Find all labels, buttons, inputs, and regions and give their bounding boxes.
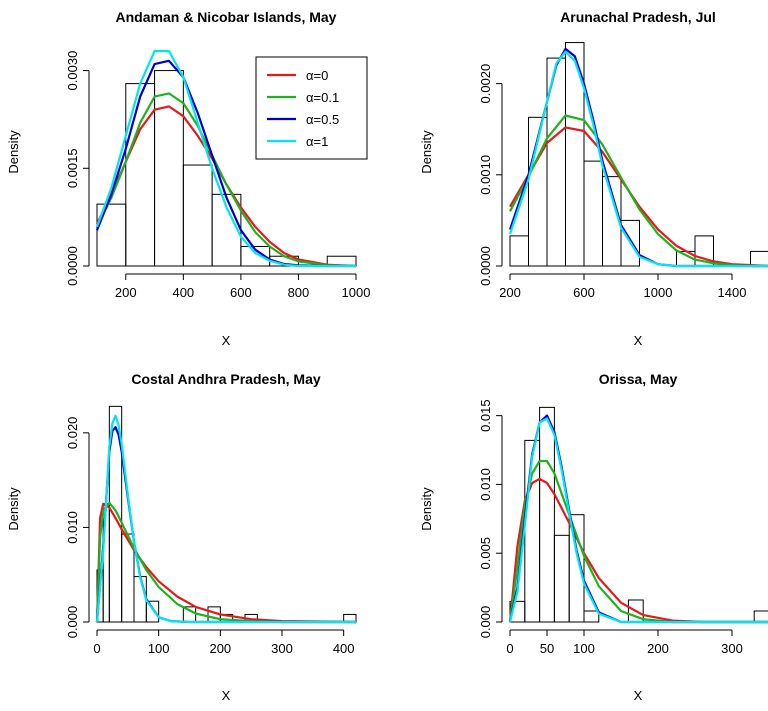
density-curve-2: [95, 501, 356, 624]
x-tick-label: 50: [540, 641, 554, 656]
y-tick-label: 0.010: [65, 511, 80, 544]
legend-label: α=1: [306, 134, 328, 149]
histogram-bar: [565, 42, 585, 267]
x-tick-label: 1000: [342, 285, 371, 300]
y-axis-label: Density: [419, 487, 434, 531]
histogram-bar: [753, 610, 768, 623]
y-axis: 0.0000 0.0010 0.0020: [478, 64, 503, 286]
y-tick-label: 0.020: [65, 417, 80, 450]
y-tick-label: 0.0000: [65, 246, 80, 286]
density-curve-2: [509, 114, 768, 268]
histogram-bar: [583, 610, 600, 623]
histogram-bar: [125, 83, 156, 267]
histogram-bar: [620, 219, 640, 267]
y-tick-label: 0.015: [478, 399, 493, 432]
density-curve-4: [95, 49, 356, 268]
panel-1: Andaman & Nicobar Islands, May Density X 20…: [6, 9, 370, 348]
x-tick-label: 100: [573, 641, 595, 656]
y-axis: 0.0000 0.0015 0.0030: [65, 51, 90, 286]
y-tick-label: 0.000: [65, 606, 80, 639]
histogram-bar: [133, 576, 147, 623]
x-tick-label: 800: [288, 285, 310, 300]
x-axis-label: X: [222, 688, 231, 703]
panel-title: Costal Andhra Pradesh, May: [131, 371, 321, 387]
density-curve-3: [508, 414, 768, 624]
histogram-bar: [583, 160, 603, 267]
histogram-bar: [182, 164, 213, 267]
y-tick-label: 0.000: [478, 606, 493, 639]
x-axis: 0 50 100 200 300: [506, 629, 743, 656]
x-tick-label: 200: [209, 641, 231, 656]
x-axis: 200 600 1000 1400: [499, 273, 747, 300]
histogram-bar: [539, 406, 555, 623]
x-tick-label: 400: [333, 641, 355, 656]
x-tick-label: 200: [647, 641, 669, 656]
y-axis-label: Density: [6, 130, 21, 174]
y-axis-label: Density: [419, 130, 434, 174]
x-axis: 0 100 200 300 400: [93, 629, 355, 656]
x-tick-label: 300: [721, 641, 743, 656]
density-curve-4: [508, 50, 768, 268]
y-axis: 0.000 0.010 0.020: [65, 417, 90, 639]
legend-label: α=0.5: [306, 112, 339, 127]
y-tick-label: 0.0010: [478, 155, 493, 195]
histogram-bar: [509, 235, 529, 267]
histogram-bar: [108, 405, 123, 623]
x-tick-label: 200: [115, 285, 137, 300]
y-axis: 0.000 0.005 0.010 0.015: [478, 399, 503, 639]
x-tick-label: 0: [506, 641, 513, 656]
density-curve-1: [95, 502, 357, 624]
x-tick-label: 1000: [644, 285, 673, 300]
density-curve-4: [95, 414, 356, 624]
panel-title: Arunachal Pradesh, Jul: [560, 9, 716, 25]
histogram-bar: [553, 534, 570, 623]
x-tick-label: 400: [172, 285, 194, 300]
x-tick-label: 0: [93, 641, 100, 656]
histogram-bar: [524, 439, 541, 623]
x-axis: 200 400 600 800 1000: [115, 273, 371, 300]
x-axis-label: X: [222, 333, 231, 348]
y-tick-label: 0.0015: [65, 148, 80, 188]
panel-2: Arunachal Pradesh, Jul Density X 200 600 1000…: [419, 9, 768, 348]
density-curve-1: [509, 126, 768, 268]
y-tick-label: 0.0030: [65, 51, 80, 91]
histogram-bar: [145, 600, 160, 623]
y-axis-label: Density: [6, 487, 21, 531]
x-tick-label: 600: [573, 285, 595, 300]
legend-label: α=0: [306, 68, 328, 83]
x-tick-label: 100: [148, 641, 170, 656]
legend: α=0 α=0.1 α=0.5 α=1: [255, 56, 368, 160]
legend-label: α=0.1: [306, 90, 339, 105]
y-tick-label: 0.0000: [478, 246, 493, 286]
density-curve-3: [95, 426, 356, 624]
panel-3: Costal Andhra Pradesh, May Density X 0 100 20…: [6, 371, 357, 703]
x-tick-label: 600: [230, 285, 252, 300]
histogram-bar: [750, 250, 768, 267]
density-curve-4: [508, 417, 768, 624]
x-axis-label: X: [634, 688, 643, 703]
y-tick-label: 0.0020: [478, 64, 493, 104]
panel-title: Orissa, May: [599, 371, 678, 387]
histogram-bar: [568, 514, 585, 623]
x-tick-label: 300: [271, 641, 293, 656]
density-curve-1: [508, 477, 768, 624]
y-tick-label: 0.010: [478, 468, 493, 501]
panel-title: Andaman & Nicobar Islands, May: [116, 9, 337, 25]
x-axis-label: X: [634, 333, 643, 348]
x-tick-label: 200: [499, 285, 521, 300]
y-tick-label: 0.005: [478, 537, 493, 570]
x-tick-label: 1400: [718, 285, 747, 300]
